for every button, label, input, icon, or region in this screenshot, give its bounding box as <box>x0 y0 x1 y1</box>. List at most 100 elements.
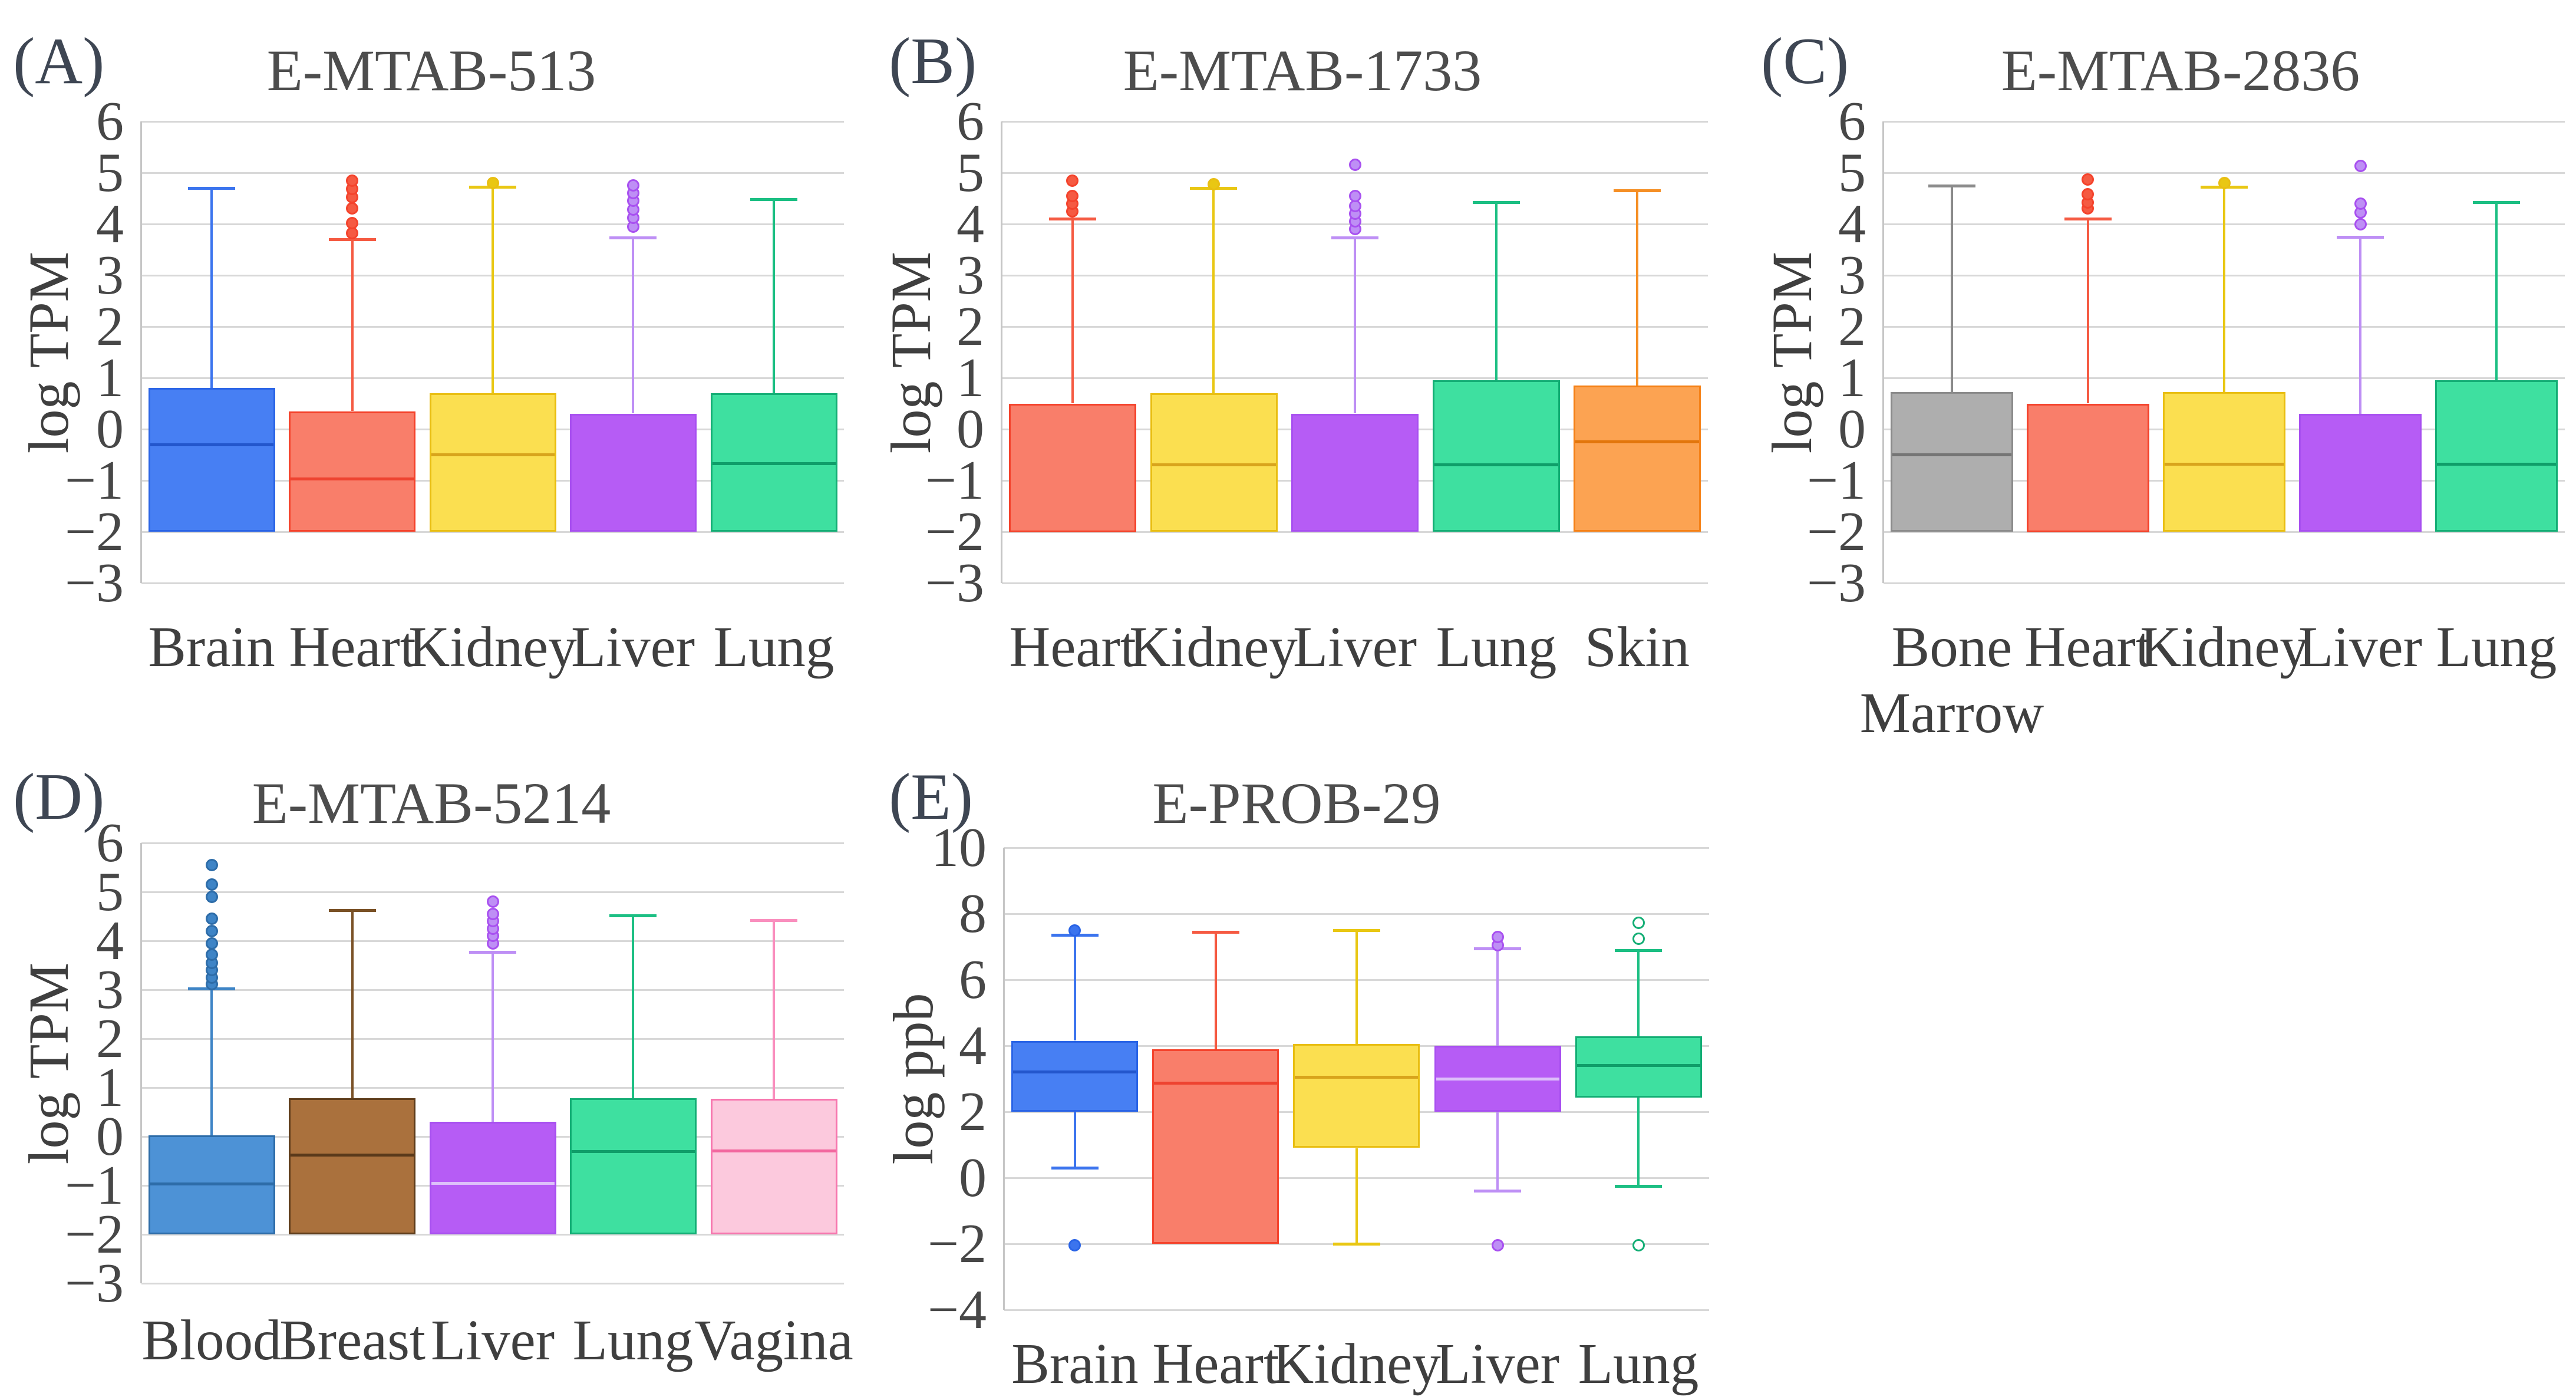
gridline <box>141 1234 844 1236</box>
box-kidney <box>430 393 556 532</box>
y-tick-label: 2 <box>956 296 984 357</box>
y-tick-label: 1 <box>1838 347 1866 409</box>
whisker-cap-low <box>1051 1167 1099 1170</box>
outlier-dot <box>1349 159 1361 171</box>
y-tick-label: 6 <box>1838 91 1866 152</box>
panel-title: E-MTAB-2836 <box>2001 38 2360 103</box>
y-tick-label: 4 <box>96 193 124 255</box>
box-bone-marrow <box>1891 392 2013 532</box>
outlier-dot <box>206 891 218 903</box>
x-category-label: Liver <box>430 1309 555 1372</box>
outlier-dot <box>346 202 358 215</box>
whisker-high <box>1636 190 1638 386</box>
y-tick-label: −3 <box>64 552 124 614</box>
box-lung <box>570 1098 697 1234</box>
box-liver <box>1291 414 1419 532</box>
outlier-dot <box>346 174 358 187</box>
gridline <box>141 531 844 533</box>
box-liver <box>430 1122 556 1234</box>
whisker-high <box>1637 950 1640 1037</box>
y-tick-label: 4 <box>956 193 984 255</box>
outlier-dot <box>206 948 218 961</box>
x-category-label: Brain <box>148 615 275 678</box>
whisker-high <box>1951 186 1953 393</box>
y-tick-label: 6 <box>96 91 124 152</box>
whisker-high <box>2223 187 2225 392</box>
whisker-cap-high <box>1473 201 1520 204</box>
whisker-cap-high <box>2064 218 2112 220</box>
y-tick-label: −1 <box>1806 450 1866 511</box>
outlier-dot <box>206 937 218 950</box>
outlier-dot <box>1066 190 1078 202</box>
median-line <box>431 1182 555 1185</box>
panel-title: E-MTAB-1733 <box>1123 38 1482 103</box>
whisker-high <box>632 238 634 413</box>
x-category-label: Breast <box>279 1309 426 1372</box>
whisker-high <box>492 187 494 393</box>
x-category-label: Lung <box>572 1309 694 1372</box>
median-line <box>1892 453 2011 456</box>
x-category-label: Brain <box>1011 1332 1139 1395</box>
y-axis-spine <box>1001 121 1002 583</box>
whisker-high <box>2359 237 2361 414</box>
whisker-cap-high <box>609 914 657 917</box>
y-tick-label: −3 <box>64 1253 124 1314</box>
whisker-high <box>1212 188 1215 393</box>
whisker-cap-low <box>1333 1243 1380 1246</box>
whisker-low <box>1637 1098 1640 1186</box>
median-line <box>1013 1070 1136 1073</box>
x-category-label: Blood <box>141 1309 282 1372</box>
median-line <box>2165 463 2284 466</box>
y-tick-label: 10 <box>931 817 987 878</box>
outlier-dot <box>1632 933 1645 945</box>
panel-letter: (C) <box>1761 25 1849 98</box>
box-heart <box>289 411 415 532</box>
gridline <box>1884 172 2565 174</box>
box-kidney <box>2163 392 2285 532</box>
box-lung <box>1433 380 1560 532</box>
x-category-label: Liver <box>2298 615 2423 678</box>
outlier-dot <box>206 913 218 925</box>
y-tick-label: 3 <box>1838 245 1866 306</box>
whisker-low <box>1074 1112 1076 1168</box>
y-tick-label: −4 <box>927 1279 987 1340</box>
whisker-cap-high <box>1331 236 1378 239</box>
gridline <box>1004 1309 1709 1311</box>
y-tick-label: −1 <box>925 450 984 511</box>
gridline <box>1004 913 1709 915</box>
panel-title: E-PROB-29 <box>1152 770 1441 836</box>
outlier-dot <box>1068 1239 1081 1251</box>
outlier-dot <box>1208 178 1220 190</box>
median-line <box>150 1182 273 1185</box>
whisker-cap-high <box>2337 236 2384 239</box>
outlier-dot <box>206 878 218 891</box>
outlier-dot <box>2354 218 2367 230</box>
x-category-label: Skin <box>1585 615 1690 678</box>
whisker-high <box>1355 930 1358 1044</box>
gridline <box>1884 121 2565 123</box>
y-tick-label: −1 <box>64 450 124 511</box>
panel-letter: (D) <box>13 760 105 834</box>
outlier-dot <box>1632 917 1645 929</box>
box-liver <box>2299 414 2422 532</box>
y-tick-label: 1 <box>96 1057 124 1118</box>
outlier-dot <box>487 895 499 908</box>
whisker-cap-high <box>329 909 376 912</box>
x-category-label: Lung <box>713 615 835 678</box>
outlier-dot <box>2082 188 2094 200</box>
y-tick-label: 1 <box>956 347 984 409</box>
y-tick-label: 0 <box>959 1147 987 1208</box>
whisker-high <box>351 239 354 411</box>
median-line <box>2437 463 2556 466</box>
x-category-label: Vagina <box>694 1309 853 1372</box>
whisker-cap-high <box>1928 185 1975 187</box>
whisker-cap-high <box>1192 931 1239 934</box>
gridline <box>141 842 844 844</box>
y-tick-label: −2 <box>1806 501 1866 562</box>
outlier-dot <box>2354 197 2367 210</box>
outlier-dot <box>1632 1239 1645 1251</box>
x-category-label: Heart <box>1152 1332 1279 1395</box>
gridline <box>1004 847 1709 849</box>
y-tick-label: −3 <box>1806 552 1866 614</box>
panel-letter: (E) <box>889 760 974 834</box>
